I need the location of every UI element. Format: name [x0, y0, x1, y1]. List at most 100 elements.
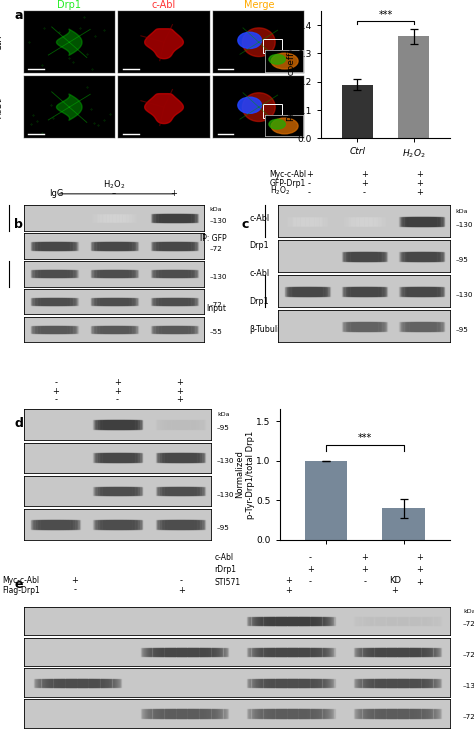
Text: –130: –130 [217, 492, 235, 498]
Text: a: a [14, 9, 23, 22]
Text: kDa: kDa [210, 207, 222, 212]
Text: IP: GFP: IP: GFP [200, 234, 227, 243]
Text: +: + [361, 170, 368, 179]
Text: kDa: kDa [463, 609, 474, 614]
Text: -: - [180, 576, 183, 586]
Bar [305, 461, 347, 539]
Y-axis label: Pearson's coefficient: Pearson's coefficient [287, 28, 296, 121]
Polygon shape [56, 94, 82, 120]
Text: c: c [242, 218, 249, 232]
Text: –95: –95 [217, 525, 230, 531]
Y-axis label: Normalized
p-Tyr-Drp1/total Drp1: Normalized p-Tyr-Drp1/total Drp1 [236, 430, 255, 519]
Text: -: - [308, 179, 311, 188]
Text: -: - [116, 395, 119, 404]
Text: +: + [416, 578, 423, 587]
Title: c-Abl: c-Abl [152, 0, 176, 10]
Text: +: + [416, 188, 423, 197]
Text: –130: –130 [463, 683, 474, 689]
Text: –72: –72 [463, 652, 474, 658]
Text: b: b [14, 218, 23, 232]
Text: +: + [52, 387, 59, 395]
Text: +: + [72, 576, 78, 586]
Text: Myc-c-Abl: Myc-c-Abl [270, 170, 307, 179]
Text: rDrp1: rDrp1 [215, 565, 237, 574]
Polygon shape [242, 28, 275, 57]
Text: +: + [307, 565, 314, 574]
Text: –95: –95 [456, 257, 468, 263]
Text: ***: *** [378, 10, 392, 20]
Title: Drp1: Drp1 [57, 0, 81, 10]
Text: +: + [285, 586, 292, 595]
Polygon shape [56, 29, 82, 55]
Text: –95: –95 [456, 327, 468, 333]
Text: -: - [54, 379, 57, 387]
Text: +: + [416, 553, 423, 562]
Text: –72: –72 [210, 246, 223, 252]
Text: ***: *** [358, 433, 372, 443]
Text: IgG: IgG [49, 189, 64, 198]
Title: Merge: Merge [244, 0, 274, 10]
Text: kDa: kDa [217, 412, 229, 417]
Text: +: + [416, 170, 423, 179]
Text: -: - [364, 578, 366, 587]
Text: -: - [54, 395, 57, 404]
Circle shape [238, 97, 262, 113]
Text: β-Tubulin: β-Tubulin [249, 325, 285, 334]
Text: Input: Input [207, 304, 227, 313]
Text: H₂O₂: H₂O₂ [0, 96, 4, 118]
Text: –95: –95 [217, 425, 230, 431]
Text: d: d [14, 417, 23, 431]
Text: +: + [362, 553, 368, 562]
Text: Myc-c-Abl: Myc-c-Abl [2, 576, 39, 586]
Text: +: + [178, 586, 185, 595]
Text: –130: –130 [210, 218, 227, 224]
Circle shape [238, 32, 262, 49]
Polygon shape [145, 93, 183, 123]
Text: STI571: STI571 [215, 578, 241, 587]
Text: –72: –72 [210, 301, 223, 308]
Text: -: - [308, 188, 311, 197]
Text: –: – [112, 189, 116, 198]
Bar [264, 104, 283, 118]
Text: -: - [73, 586, 76, 595]
Bar [264, 39, 283, 54]
Text: –130: –130 [217, 459, 235, 465]
Text: –130: –130 [456, 292, 473, 298]
Text: +: + [170, 189, 177, 198]
Text: c-Abl: c-Abl [249, 269, 270, 279]
Text: -: - [309, 578, 312, 587]
Text: kDa: kDa [456, 209, 468, 214]
Text: +: + [285, 576, 292, 586]
Text: -: - [363, 188, 366, 197]
Polygon shape [242, 93, 275, 121]
Text: +: + [392, 586, 398, 595]
Text: c-Abl: c-Abl [249, 214, 270, 223]
Text: –55: –55 [210, 329, 223, 335]
Text: +: + [416, 565, 423, 574]
Text: –130: –130 [456, 222, 473, 228]
Text: -: - [309, 553, 312, 562]
Text: +: + [176, 387, 183, 395]
Text: e: e [14, 578, 23, 592]
Text: +: + [114, 379, 121, 387]
Text: Ctrl: Ctrl [0, 35, 4, 50]
Text: c-Abl: c-Abl [215, 553, 234, 562]
Text: +: + [306, 170, 313, 179]
Text: H$_2$O$_2$: H$_2$O$_2$ [103, 179, 125, 191]
Text: +: + [176, 395, 183, 404]
Text: +: + [362, 565, 368, 574]
Text: +: + [416, 179, 423, 188]
Bar [342, 85, 373, 138]
Text: KD: KD [389, 576, 401, 586]
Text: +: + [114, 387, 121, 395]
Text: H$_2$O$_2$: H$_2$O$_2$ [270, 184, 290, 197]
Polygon shape [145, 29, 183, 59]
Text: +: + [361, 179, 368, 188]
Text: Flag-Drp1: Flag-Drp1 [2, 586, 40, 595]
Text: +: + [176, 379, 183, 387]
Text: Drp1: Drp1 [249, 297, 269, 306]
Text: –130: –130 [210, 274, 227, 280]
Bar [398, 37, 429, 138]
Text: Drp1: Drp1 [249, 241, 269, 251]
Text: GFP-Drp1: GFP-Drp1 [270, 179, 306, 188]
